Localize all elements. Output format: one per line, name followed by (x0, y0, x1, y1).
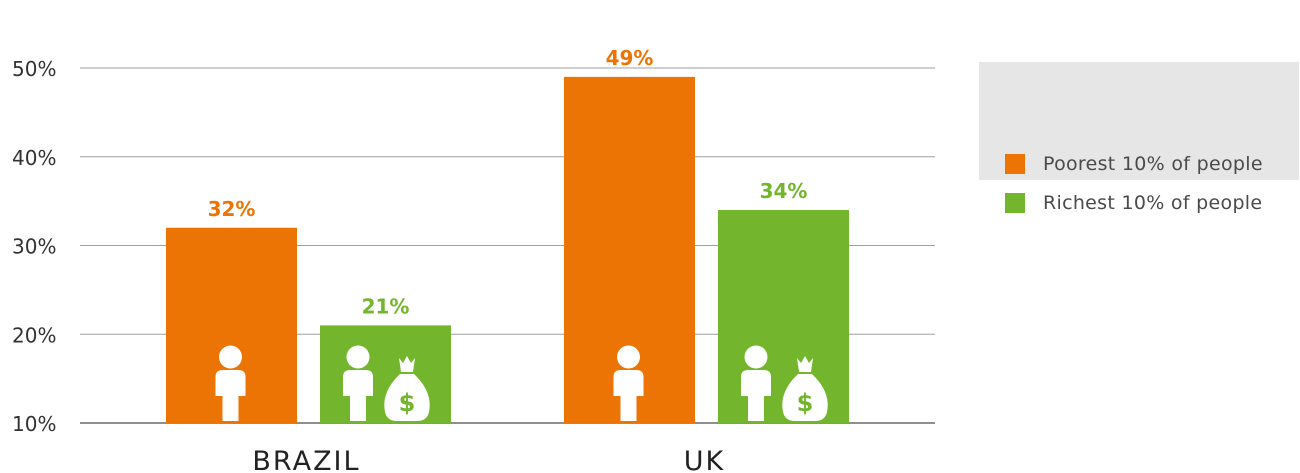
x-category-label: BRAZIL (252, 446, 360, 473)
legend-swatch-richest (1005, 193, 1025, 213)
bar-value-label: 49% (606, 46, 654, 70)
legend-label-poorest: Poorest 10% of people (1043, 153, 1263, 175)
y-tick-label: 30% (12, 235, 56, 259)
x-category-label: UK (684, 446, 725, 473)
money-bag-top (399, 356, 415, 372)
person-money-bag-icon: $ (343, 345, 430, 421)
person-body (215, 370, 246, 421)
y-tick-label: 10% (12, 412, 56, 436)
bar-value-label: 32% (208, 197, 256, 221)
legend-item-poorest: Poorest 10% of people (1005, 152, 1263, 176)
y-tick-label: 50% (12, 57, 56, 81)
y-tick-label: 20% (12, 323, 56, 347)
person-money-bag-icon: $ (741, 345, 828, 421)
legend-swatch-poorest (1005, 154, 1025, 174)
person-head (346, 345, 370, 369)
legend-label-richest: Richest 10% of people (1043, 192, 1263, 214)
person-body (741, 370, 771, 421)
money-bag-body (782, 374, 828, 421)
dollar-sign: $ (797, 389, 814, 417)
person-head (219, 345, 242, 369)
person-head (744, 345, 768, 369)
y-tick-label: 40% (12, 146, 56, 170)
person-head (617, 345, 640, 369)
legend: Poorest 10% of people Richest 10% of peo… (979, 62, 1299, 214)
person-icon (613, 345, 644, 421)
person-body (343, 370, 373, 421)
bar-value-label: 21% (362, 294, 410, 318)
bar-value-label: 34% (760, 179, 808, 203)
money-bag-body (384, 374, 430, 421)
dollar-sign: $ (399, 389, 416, 417)
money-bag-top (797, 356, 813, 372)
bar (718, 210, 849, 423)
legend-item-richest: Richest 10% of people (1005, 191, 1262, 215)
person-icon (215, 345, 246, 421)
person-body (613, 370, 644, 421)
